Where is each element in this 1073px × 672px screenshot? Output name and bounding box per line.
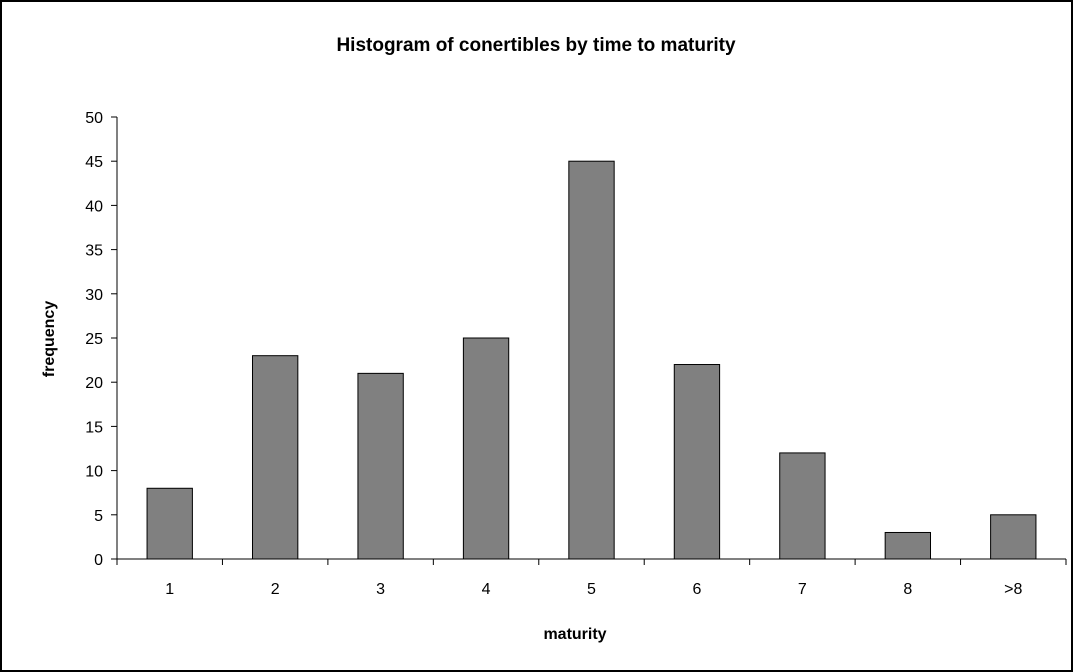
y-axis-ticks: 0 5 10 15 20 25 30 35 40 45 50 [85, 110, 117, 569]
y-tick-label: 20 [85, 375, 103, 392]
x-tick-label: 8 [903, 581, 912, 598]
bar [568, 160, 615, 560]
x-tick-label: 1 [165, 581, 174, 598]
x-tick-label: 6 [692, 581, 701, 598]
x-tick-label: 5 [587, 581, 596, 598]
y-tick-label: 5 [94, 508, 103, 525]
bar [146, 487, 193, 560]
bars-group [146, 160, 1037, 560]
y-axis-title: frequency [41, 301, 58, 378]
bar [251, 355, 299, 560]
y-tick-label: 10 [85, 464, 103, 481]
x-axis-title: maturity [543, 626, 606, 643]
y-tick-label: 30 [85, 287, 103, 304]
y-tick-label: 25 [85, 331, 103, 348]
bar [357, 372, 404, 560]
bar [462, 337, 510, 560]
x-tick-label: 7 [798, 581, 807, 598]
y-tick-label: 45 [85, 154, 103, 171]
y-tick-label: 0 [94, 552, 103, 569]
x-axis-ticks: 1 2 3 4 5 6 7 8 >8 [116, 559, 1067, 598]
y-tick-label: 15 [85, 419, 103, 436]
bar [884, 531, 932, 560]
bar [990, 514, 1037, 560]
y-tick-label: 40 [85, 198, 103, 215]
x-tick-label: >8 [1004, 581, 1022, 598]
y-tick-label: 50 [85, 110, 103, 127]
chart-title: Histogram of conertibles by time to matu… [336, 35, 735, 56]
bar [779, 452, 826, 560]
y-tick-label: 35 [85, 243, 103, 260]
x-tick-label: 4 [482, 581, 491, 598]
x-tick-label: 3 [376, 581, 385, 598]
x-tick-label: 2 [271, 581, 280, 598]
bar [673, 364, 721, 560]
